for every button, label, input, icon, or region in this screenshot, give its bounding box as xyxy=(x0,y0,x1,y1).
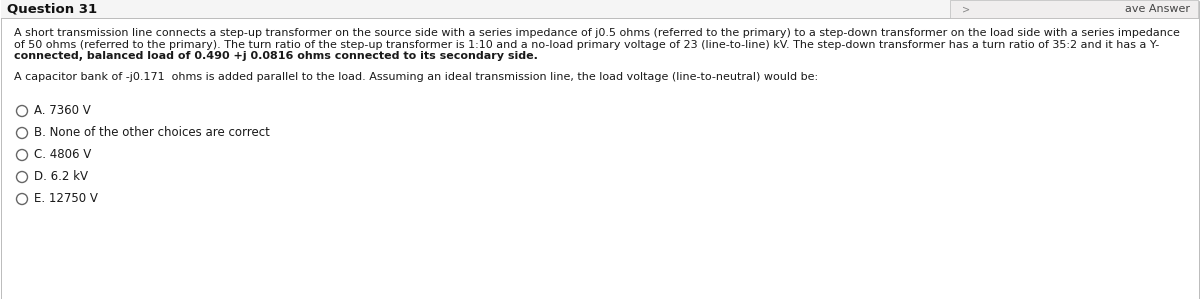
Circle shape xyxy=(17,127,28,138)
Text: ave Answer: ave Answer xyxy=(1126,4,1190,14)
Text: A capacitor bank of -j0.171  ohms is added parallel to the load. Assuming an ide: A capacitor bank of -j0.171 ohms is adde… xyxy=(14,72,818,83)
Circle shape xyxy=(17,193,28,205)
Text: D. 6.2 kV: D. 6.2 kV xyxy=(34,170,88,184)
Circle shape xyxy=(17,150,28,161)
Text: E. 12750 V: E. 12750 V xyxy=(34,193,98,205)
Text: C. 4806 V: C. 4806 V xyxy=(34,149,91,161)
Circle shape xyxy=(17,172,28,182)
Text: A. 7360 V: A. 7360 V xyxy=(34,104,91,118)
Text: connected, balanced load of 0.490 +j 0.0816 ohms connected to its secondary side: connected, balanced load of 0.490 +j 0.0… xyxy=(14,51,538,61)
Bar xyxy=(0,0,1199,18)
Bar xyxy=(950,0,1198,18)
Text: Question 31: Question 31 xyxy=(7,2,97,16)
Text: of 50 ohms (referred to the primary). The turn ratio of the step-up transformer : of 50 ohms (referred to the primary). Th… xyxy=(14,39,1159,50)
Text: >: > xyxy=(962,4,970,14)
Text: A short transmission line connects a step-up transformer on the source side with: A short transmission line connects a ste… xyxy=(14,28,1180,38)
Circle shape xyxy=(17,106,28,117)
Text: B. None of the other choices are correct: B. None of the other choices are correct xyxy=(34,126,270,140)
